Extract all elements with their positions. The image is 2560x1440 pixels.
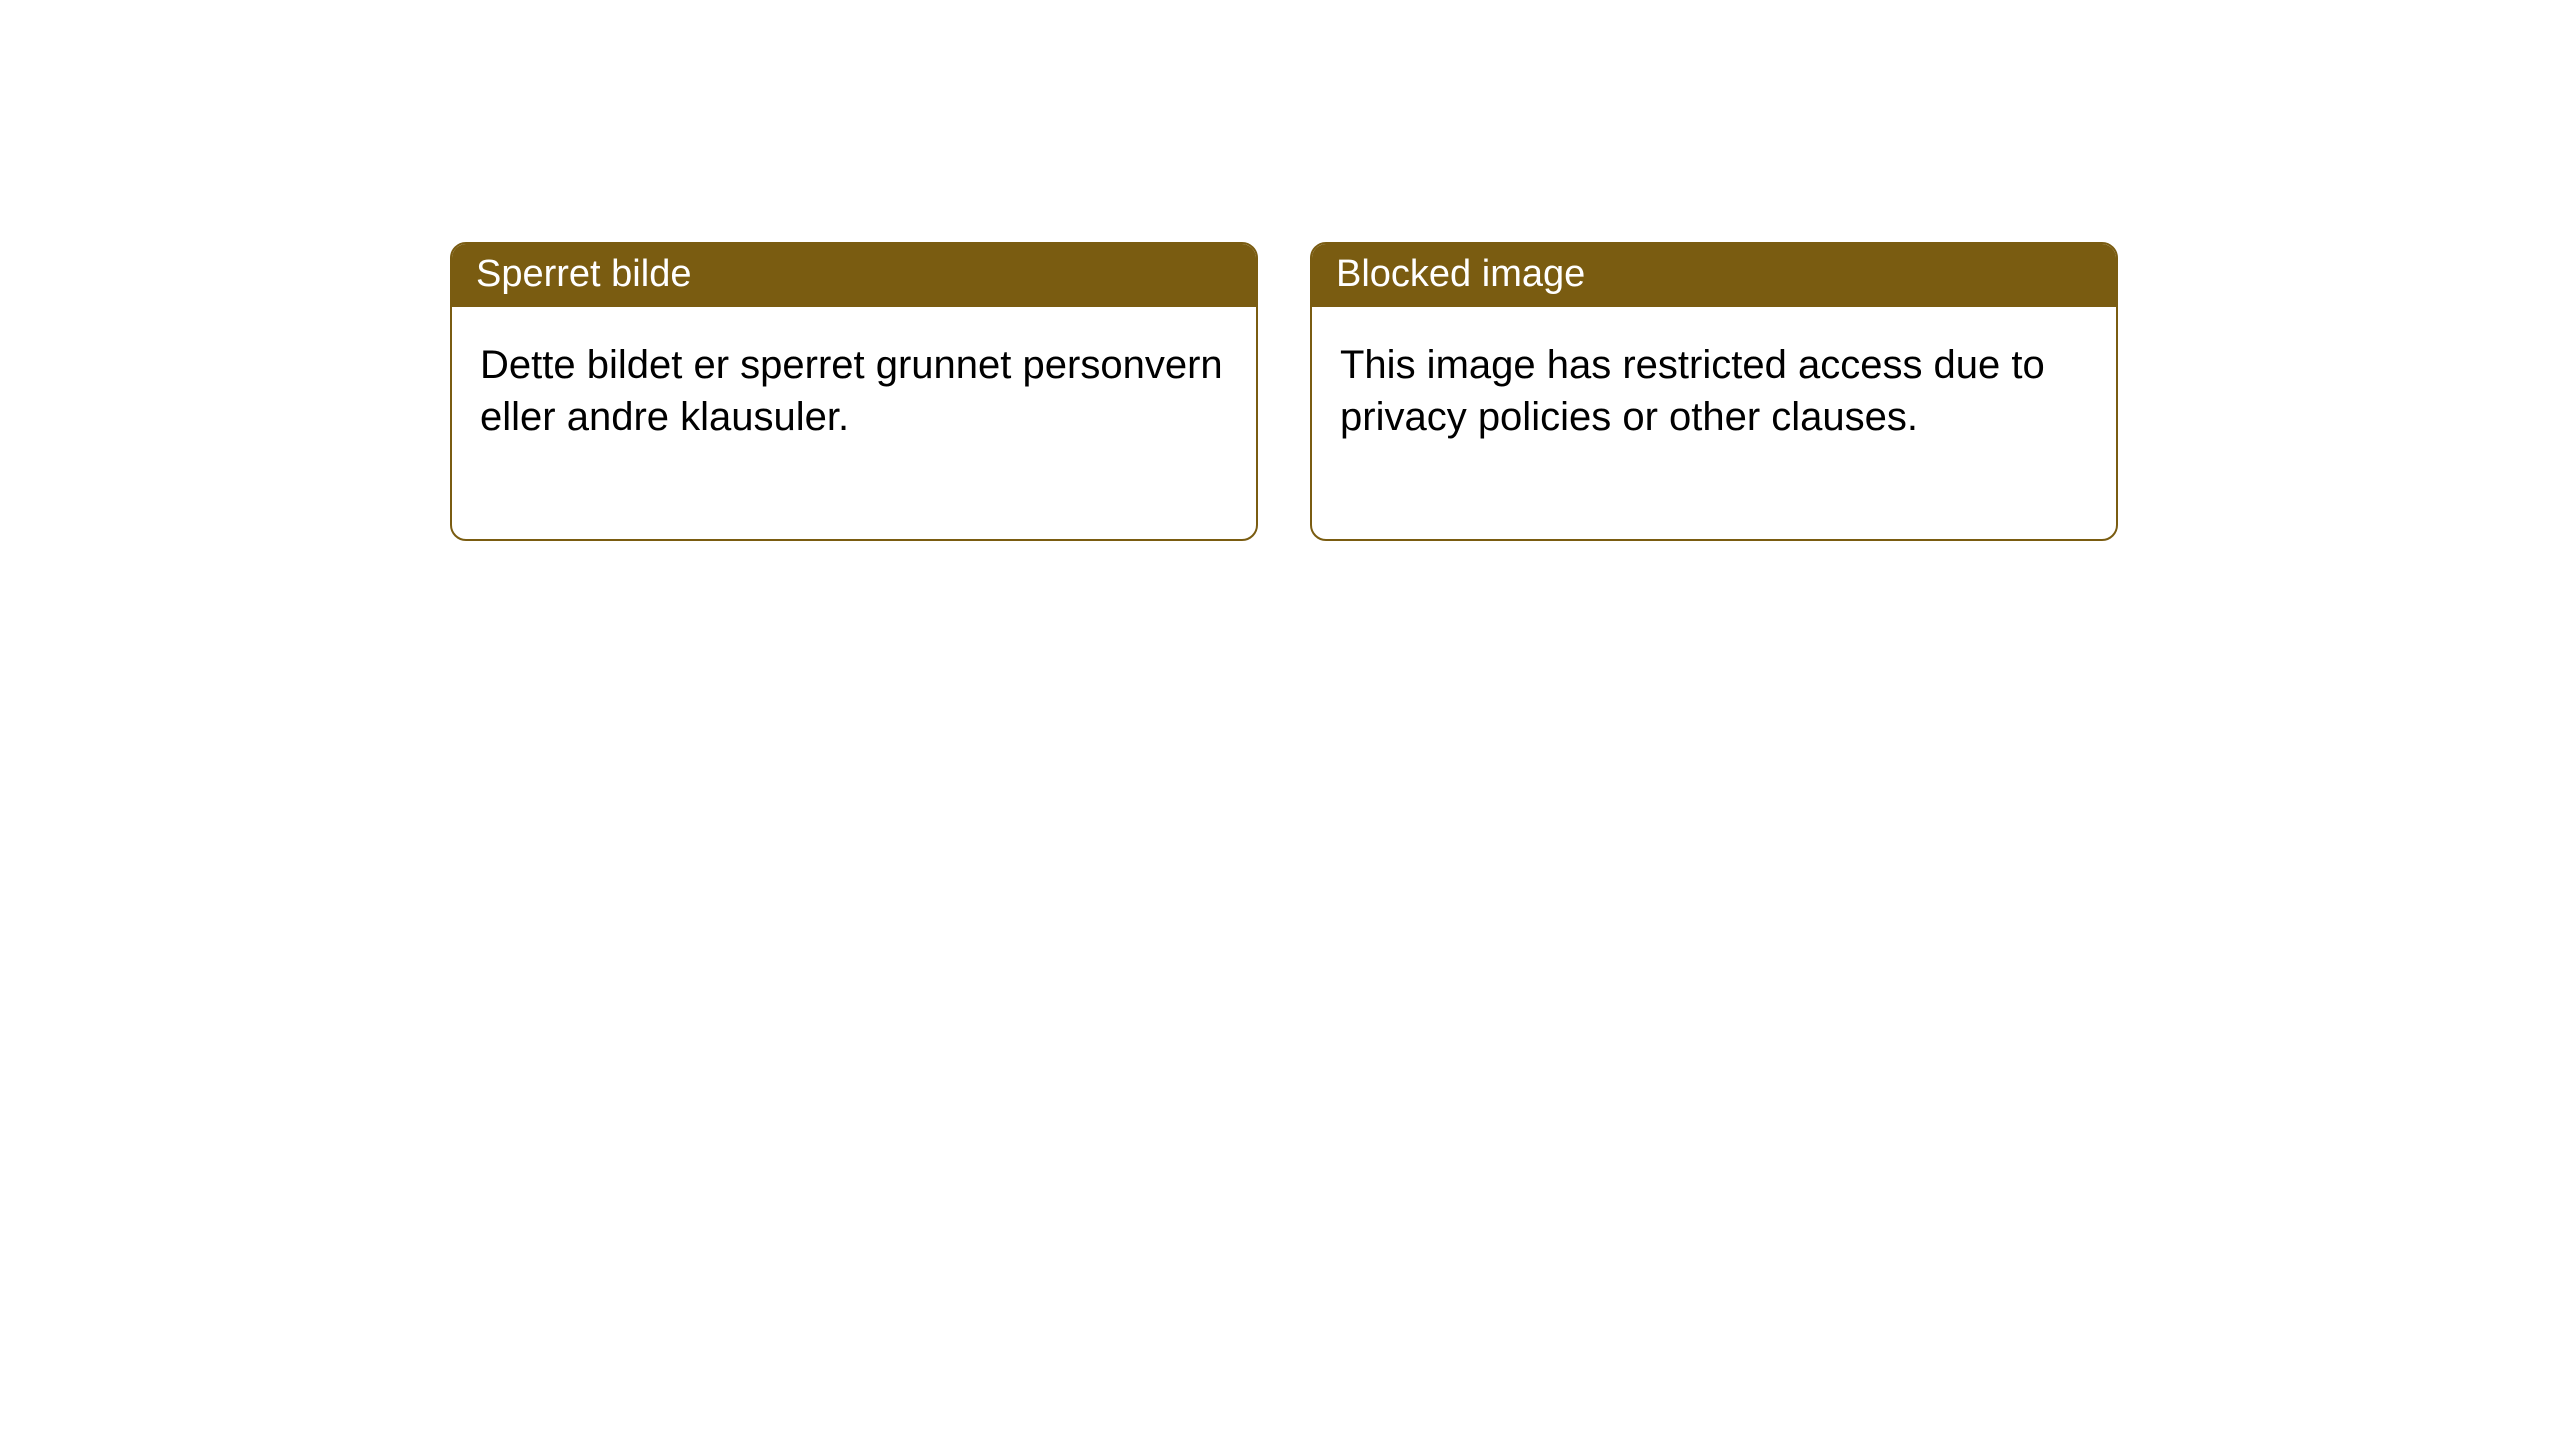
notice-title: Blocked image: [1312, 244, 2116, 307]
notice-card-norwegian: Sperret bilde Dette bildet er sperret gr…: [450, 242, 1258, 541]
notice-body: This image has restricted access due to …: [1312, 307, 2116, 539]
notice-container: Sperret bilde Dette bildet er sperret gr…: [0, 0, 2560, 541]
notice-title: Sperret bilde: [452, 244, 1256, 307]
notice-card-english: Blocked image This image has restricted …: [1310, 242, 2118, 541]
notice-body: Dette bildet er sperret grunnet personve…: [452, 307, 1256, 539]
